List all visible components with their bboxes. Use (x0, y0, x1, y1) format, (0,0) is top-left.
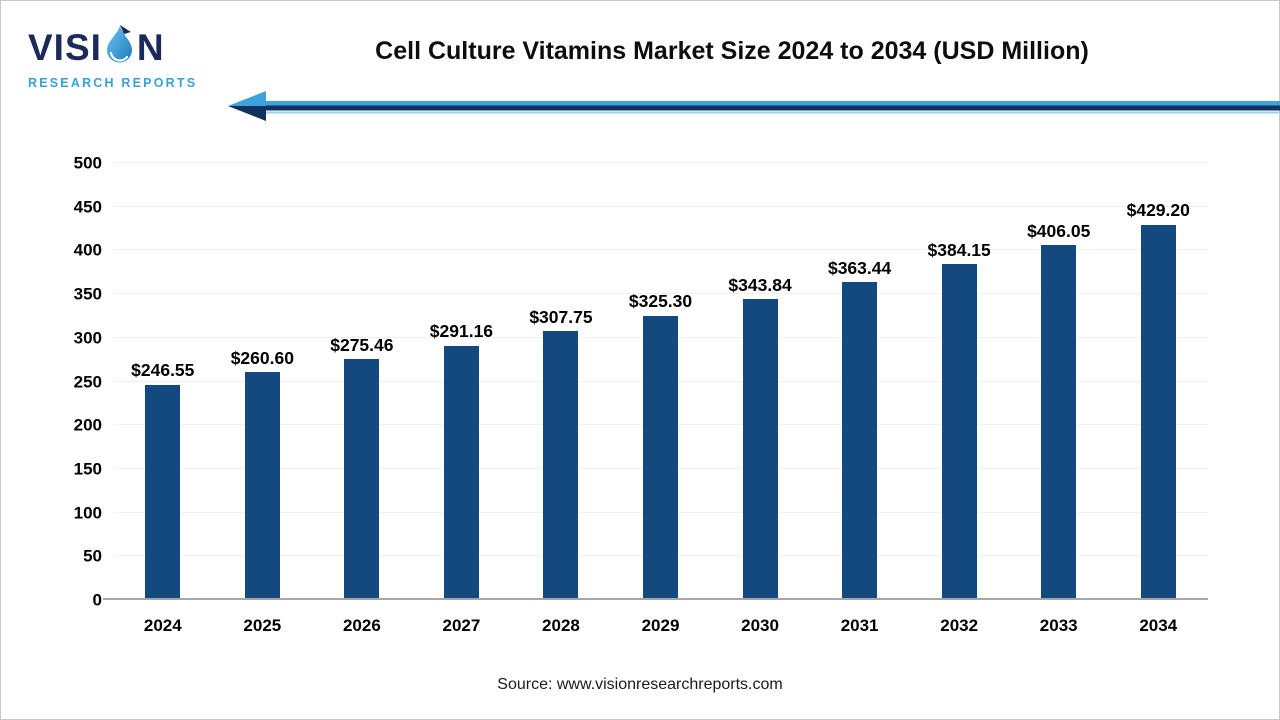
bar-column: $325.30 (611, 163, 711, 600)
x-tick-label: 2024 (143, 616, 182, 635)
y-tick-label: 400 (73, 240, 102, 260)
bar-value-label: $291.16 (429, 321, 494, 342)
chart-title: Cell Culture Vitamins Market Size 2024 t… (375, 37, 1089, 65)
bar-column: $384.15 (909, 163, 1009, 600)
plot-area: $246.55 $260.60 $275.46 $291.16 $307.75 $325.… (103, 162, 1208, 600)
bar-columns: $246.55 $260.60 $275.46 $291.16 $307.75 $325.… (113, 163, 1208, 600)
gridline (113, 205, 1208, 207)
bar-2027 (443, 345, 479, 600)
bar-2025 (244, 372, 280, 600)
y-tick-label: 100 (73, 503, 102, 523)
bar-2031 (842, 282, 878, 600)
x-tick-label: 2029 (641, 616, 680, 635)
x-tick-label: 2033 (1039, 616, 1078, 635)
y-tick-label: 250 (73, 372, 102, 391)
logo-text-prefix: VISI (28, 27, 102, 68)
bar-value-label: $260.60 (230, 347, 294, 368)
logo-subtitle: RESEARCH REPORTS (28, 76, 198, 90)
y-tick-label: 200 (73, 415, 102, 435)
gridline (113, 162, 1208, 163)
water-drop-icon (103, 22, 136, 71)
bar-value-label: $429.20 (1126, 200, 1190, 221)
bar-value-label: $384.15 (927, 239, 991, 260)
vision-research-reports-logo: VISI N RESEARCH REPORTS (28, 22, 198, 90)
bar-column: $246.55 (113, 163, 213, 600)
bar-value-label: $363.44 (827, 257, 892, 278)
y-axis-labels: 0 50 100 150 200 250 300 350 400 450 500 (40, 155, 102, 609)
logo-wordmark: VISI N (28, 22, 198, 73)
y-tick-label: 350 (73, 284, 102, 304)
y-tick-label: 150 (73, 459, 102, 479)
x-tick-label: 2031 (840, 616, 879, 635)
bar-2033 (1041, 245, 1077, 600)
y-tick-label: 450 (73, 197, 102, 217)
x-tick-label: 2030 (741, 616, 779, 635)
bar-column: $406.05 (1009, 163, 1109, 600)
y-tick-label: 500 (73, 153, 102, 173)
bar-value-label: $325.30 (628, 291, 693, 312)
x-axis-labels: 2024 2025 2026 2027 2028 2029 2030 2031 2032 2033… (113, 616, 1208, 636)
bar-2032 (941, 264, 977, 600)
bar-2026 (344, 359, 380, 600)
x-tick-label: 2034 (1139, 616, 1178, 635)
bar-2024 (145, 384, 181, 600)
gridline (113, 293, 1208, 295)
bar-column: $429.20 (1108, 163, 1208, 600)
bar-value-label: $343.84 (728, 274, 792, 295)
bar-column: $363.44 (810, 163, 910, 600)
left-arrow-divider (228, 91, 1280, 121)
bar-column: $307.75 (511, 163, 611, 600)
bar-2028 (543, 331, 579, 600)
x-tick-label: 2026 (342, 616, 381, 635)
x-tick-label: 2027 (442, 616, 481, 635)
gridline (113, 249, 1208, 251)
y-tick-label: 300 (73, 328, 102, 348)
bar-value-label: $307.75 (529, 306, 593, 327)
x-tick-label: 2025 (243, 616, 282, 635)
bar-value-label: $275.46 (330, 334, 394, 355)
bar-2034 (1140, 224, 1176, 600)
x-tick-label: 2032 (940, 616, 979, 635)
logo-text-suffix: N (136, 27, 165, 68)
y-tick-label: 50 (83, 546, 102, 566)
bar-column: $291.16 (412, 163, 512, 600)
x-tick-label: 2028 (542, 616, 580, 635)
bar-value-label: $406.05 (1027, 220, 1091, 241)
source-text: Source: www.visionresearchreports.com (497, 676, 783, 693)
y-tick-label: 0 (92, 590, 102, 610)
bar-value-label: $246.55 (131, 360, 195, 381)
bar-column: $343.84 (710, 163, 810, 600)
bar-column: $275.46 (312, 163, 412, 600)
bar-2029 (643, 315, 678, 600)
x-axis-line (103, 598, 1208, 600)
bar-2030 (742, 299, 778, 600)
bar-column: $260.60 (213, 163, 313, 600)
